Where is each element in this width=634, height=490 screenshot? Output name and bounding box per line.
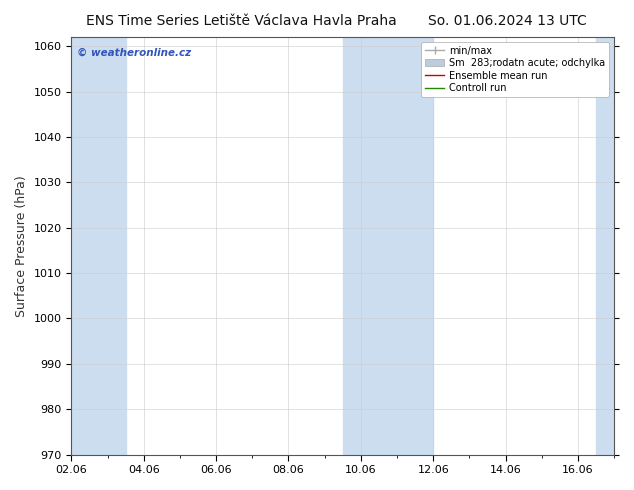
Bar bbox=[72, 37, 126, 455]
Legend: min/max, Sm  283;rodatn acute; odchylka, Ensemble mean run, Controll run: min/max, Sm 283;rodatn acute; odchylka, … bbox=[421, 42, 609, 97]
Text: © weatheronline.cz: © weatheronline.cz bbox=[77, 48, 191, 57]
Text: ENS Time Series Letiště Václava Havla Praha: ENS Time Series Letiště Václava Havla Pr… bbox=[86, 14, 396, 28]
Y-axis label: Surface Pressure (hPa): Surface Pressure (hPa) bbox=[15, 175, 28, 317]
Bar bbox=[596, 37, 614, 455]
Bar bbox=[343, 37, 433, 455]
Text: So. 01.06.2024 13 UTC: So. 01.06.2024 13 UTC bbox=[428, 14, 586, 28]
